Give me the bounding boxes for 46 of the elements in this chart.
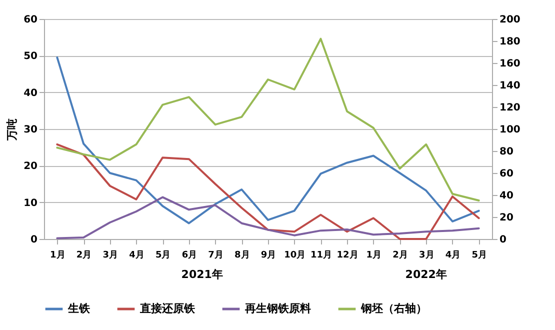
line-series	[56, 56, 480, 224]
text: 2021年	[181, 268, 223, 281]
x-tick-label: 4月	[129, 250, 144, 260]
y-tick-label: 50	[24, 51, 38, 62]
x-tick-label: 3月	[418, 250, 434, 260]
y-tick-label: 30	[24, 124, 38, 136]
x-tick-label: 4月	[445, 250, 461, 260]
y2-tick-label: 200	[500, 14, 520, 26]
x-tick-label: 3月	[102, 250, 118, 260]
y2-tick-label: 160	[500, 58, 520, 70]
legend-label: 再生钢铁原料	[244, 302, 311, 315]
y-tick-label: 40	[24, 88, 38, 99]
text: 2022年	[405, 268, 447, 281]
y-axis-title: 万吨	[6, 118, 19, 142]
x-tick-label: 2月	[392, 250, 408, 260]
x-tick-label: 5月	[472, 250, 487, 260]
line-series	[56, 143, 480, 240]
x-tick-label: 8月	[234, 250, 250, 260]
x-tick-label: 5月	[155, 250, 171, 260]
line-series	[56, 38, 480, 202]
x-tick-label: 1月	[50, 250, 66, 260]
y2-tick-label: 20	[500, 212, 514, 224]
x-tick-label: 1月	[366, 250, 382, 260]
x-tick-label: 6月	[182, 250, 198, 260]
y2-tick-label: 40	[500, 190, 514, 202]
y2-tick-label: 180	[500, 36, 520, 48]
y2-tick-label: 80	[500, 146, 514, 158]
y2-tick-label: 60	[500, 168, 514, 180]
y2-tick-label: 120	[500, 102, 520, 114]
x-tick-label: 11月	[310, 250, 332, 260]
y2-tick-label: 100	[500, 124, 520, 136]
y-tick-label: 20	[24, 161, 38, 172]
y-tick-label: 60	[24, 14, 38, 26]
x-tick-label: 9月	[260, 250, 276, 260]
y-tick-label: 10	[24, 198, 38, 209]
line-series	[56, 196, 480, 240]
y2-tick-label: 140	[500, 80, 520, 92]
legend-label: 直接还原铁	[139, 302, 196, 315]
y-tick-label: 0	[30, 234, 38, 246]
x-tick-label: 10月	[284, 250, 306, 260]
x-tick-label: 2月	[76, 250, 92, 260]
legend-label: 钢坯（右轴）	[360, 302, 427, 315]
y2-tick-label: 0	[500, 234, 506, 246]
x-tick-label: 7月	[208, 250, 224, 260]
legend-label: 生铁	[67, 302, 91, 315]
x-tick-label: 12月	[336, 250, 358, 260]
